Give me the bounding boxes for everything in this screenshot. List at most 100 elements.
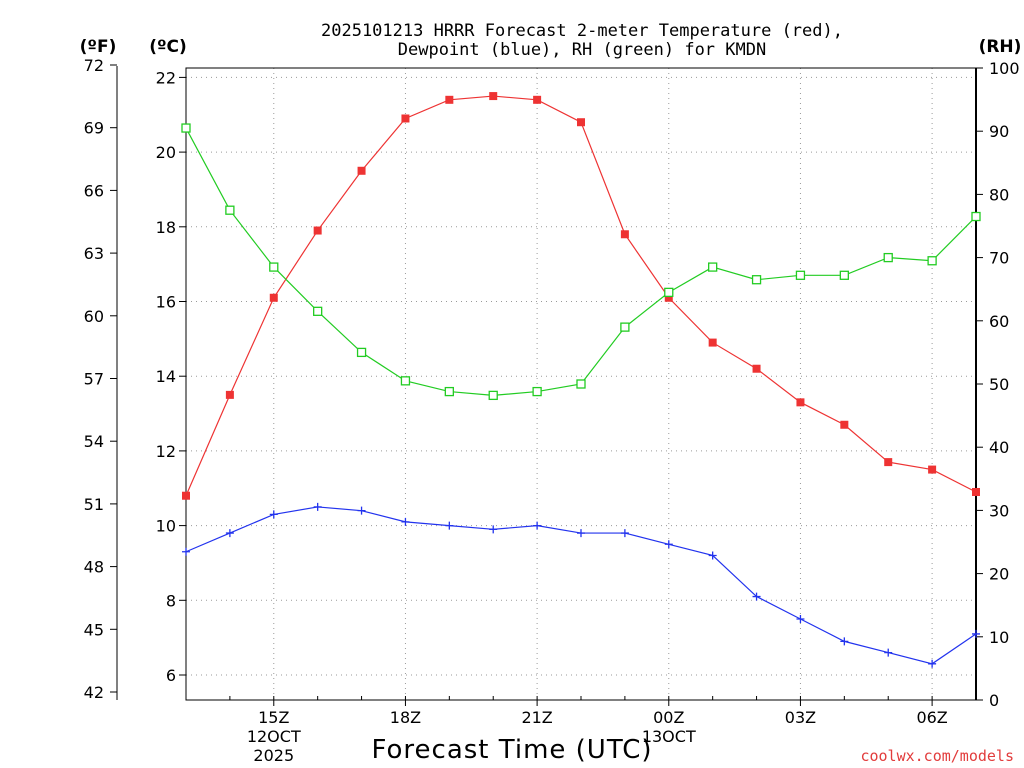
temperature-point	[445, 95, 454, 104]
rh-point	[620, 322, 630, 332]
rh-point	[400, 376, 411, 386]
rh-tick-label: 40	[989, 438, 1009, 457]
rh-tick-label: 100	[989, 59, 1020, 78]
f-tick-label: 60	[84, 307, 104, 326]
f-tick-label: 66	[84, 181, 104, 200]
c-tick-label: 6	[166, 666, 176, 685]
rh-point	[444, 386, 454, 397]
c-tick-label: 22	[156, 68, 176, 87]
series-temperature	[182, 92, 980, 500]
c-tick-label: 8	[166, 591, 176, 610]
x-tick-label: 21Z	[521, 708, 552, 727]
rh-tick-label: 60	[989, 312, 1009, 331]
f-tick-label: 69	[84, 119, 104, 138]
temperature-point	[752, 364, 761, 373]
rh-point	[664, 287, 674, 298]
rh-point	[313, 306, 323, 316]
f-tick-label: 45	[84, 620, 104, 639]
temperature-point	[928, 465, 937, 474]
dewpoint-point	[445, 521, 454, 530]
source-credit[interactable]: coolwx.com/models	[860, 747, 1014, 765]
rh-point	[488, 390, 498, 401]
dewpoint-point	[620, 529, 629, 538]
temperature-point	[313, 226, 322, 235]
celsius-axis-unit: (ºC)	[149, 37, 187, 57]
dewpoint-point	[752, 592, 761, 601]
temperature-point	[269, 293, 278, 302]
dewpoint-point	[182, 547, 190, 556]
rh-point	[751, 275, 762, 285]
dewpoint-point	[577, 529, 585, 538]
dewpoint-point	[489, 525, 498, 534]
f-tick-label: 51	[84, 495, 104, 514]
rh-point	[795, 270, 806, 280]
grid-lines	[186, 68, 976, 700]
dewpoint-point	[401, 517, 410, 526]
rh-point	[971, 211, 981, 222]
rh-point	[181, 123, 191, 133]
dewpoint-point	[664, 540, 673, 549]
axes: 42 45 48 51 54 57 60 63 66 69 72 6 8 10 12 14 16 18 20 22 0 1…	[84, 56, 1020, 765]
rh-tick-label: 90	[989, 122, 1009, 141]
temperature-point	[972, 487, 980, 496]
rh-tick-label: 30	[989, 501, 1009, 520]
temperature-line	[185, 95, 977, 496]
c-tick-label: 12	[156, 442, 176, 461]
c-tick-label: 14	[156, 367, 176, 386]
temperature-point	[577, 118, 585, 127]
x-tick-label: 00Z	[653, 708, 684, 727]
dewpoint-point	[928, 659, 937, 668]
rh-tick-label: 10	[989, 628, 1009, 647]
temperature-point	[182, 491, 190, 500]
rh-tick-label: 20	[989, 565, 1009, 584]
temperature-point	[620, 230, 629, 239]
series-dewpoint	[182, 502, 980, 668]
temperature-point	[357, 166, 366, 175]
rh-tick-label: 70	[989, 249, 1009, 268]
rh-point	[225, 205, 235, 215]
rh-tick-label: 50	[989, 375, 1009, 394]
x-tick-label: 2025	[253, 746, 294, 765]
dewpoint-point	[840, 637, 849, 646]
x-tick-label: 12OCT	[247, 727, 301, 746]
series-rh	[181, 123, 981, 401]
rh-point	[839, 270, 849, 280]
temperature-point	[840, 420, 849, 429]
dewpoint-point	[357, 506, 366, 515]
dewpoint-point	[269, 510, 278, 519]
dewpoint-point	[884, 648, 893, 657]
temperature-point	[401, 114, 410, 123]
temperature-point	[533, 95, 542, 104]
rh-tick-label: 0	[989, 691, 999, 710]
chart-title-line2: Dewpoint (blue), RH (green) for KMDN	[398, 40, 766, 60]
rh-point	[576, 379, 586, 389]
x-tick-label: 13OCT	[642, 727, 696, 746]
c-tick-label: 18	[156, 218, 176, 237]
temperature-point	[664, 293, 673, 302]
c-tick-label: 10	[156, 517, 176, 536]
f-tick-label: 63	[84, 244, 104, 263]
temperature-point	[489, 92, 498, 101]
x-tick-label: 18Z	[390, 708, 421, 727]
rh-point	[927, 256, 937, 266]
f-tick-label: 42	[84, 683, 104, 702]
rh-point	[708, 262, 718, 272]
rh-line	[185, 127, 977, 396]
f-tick-label: 48	[84, 558, 104, 577]
x-tick-label: 15Z	[258, 708, 289, 727]
dewpoint-point	[972, 629, 980, 638]
temperature-point	[884, 458, 893, 467]
dewpoint-point	[225, 529, 234, 538]
fahrenheit-axis-unit: (ºF)	[80, 37, 117, 57]
c-tick-label: 16	[156, 293, 176, 312]
temperature-point	[796, 398, 805, 407]
rh-point	[269, 262, 279, 272]
dewpoint-point	[313, 502, 322, 511]
rh-tick-label: 80	[989, 185, 1009, 204]
rh-point	[532, 386, 542, 397]
temperature-point	[225, 390, 234, 399]
chart-title-line1: 2025101213 HRRR Forecast 2-meter Tempera…	[321, 21, 843, 41]
rh-point	[356, 347, 367, 358]
f-tick-label: 54	[84, 432, 104, 451]
